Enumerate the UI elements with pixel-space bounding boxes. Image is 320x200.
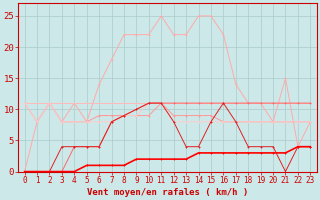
X-axis label: Vent moyen/en rafales ( km/h ): Vent moyen/en rafales ( km/h ) [87,188,248,197]
